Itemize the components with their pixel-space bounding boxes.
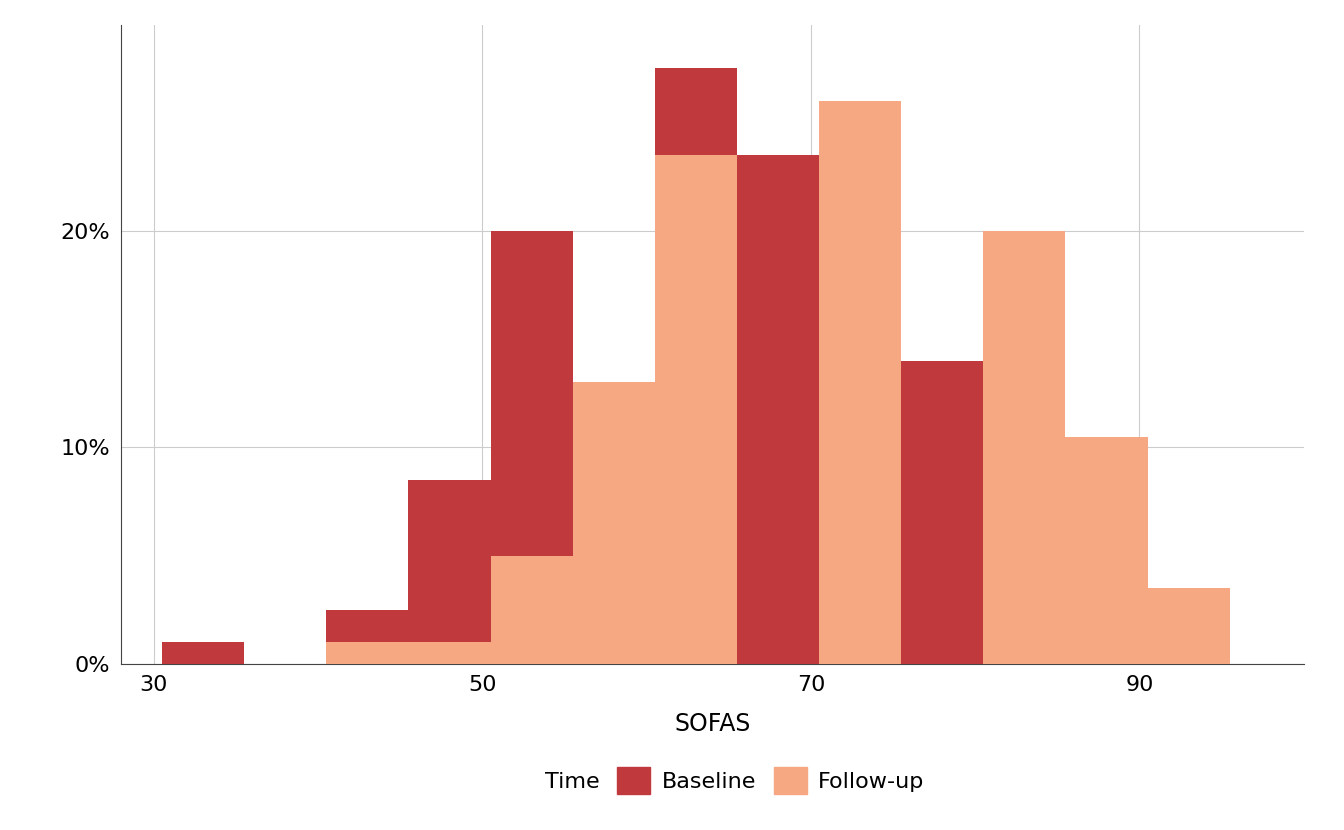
Bar [1066, 437, 1148, 664]
Bar [491, 555, 573, 664]
Legend: Time, Baseline, Follow-up: Time, Baseline, Follow-up [492, 758, 933, 803]
Bar [737, 155, 818, 664]
Bar [409, 642, 491, 664]
Bar [818, 100, 902, 664]
Bar [163, 642, 245, 664]
Bar [409, 480, 491, 664]
Bar [984, 578, 1066, 664]
Bar [902, 361, 984, 664]
Bar [655, 155, 737, 664]
Bar [491, 231, 573, 664]
X-axis label: SOFAS: SOFAS [675, 712, 750, 735]
Bar [1148, 588, 1230, 664]
Bar [655, 68, 737, 664]
Bar [327, 610, 409, 664]
Bar [984, 231, 1066, 664]
Bar [573, 383, 655, 664]
Bar [327, 642, 409, 664]
